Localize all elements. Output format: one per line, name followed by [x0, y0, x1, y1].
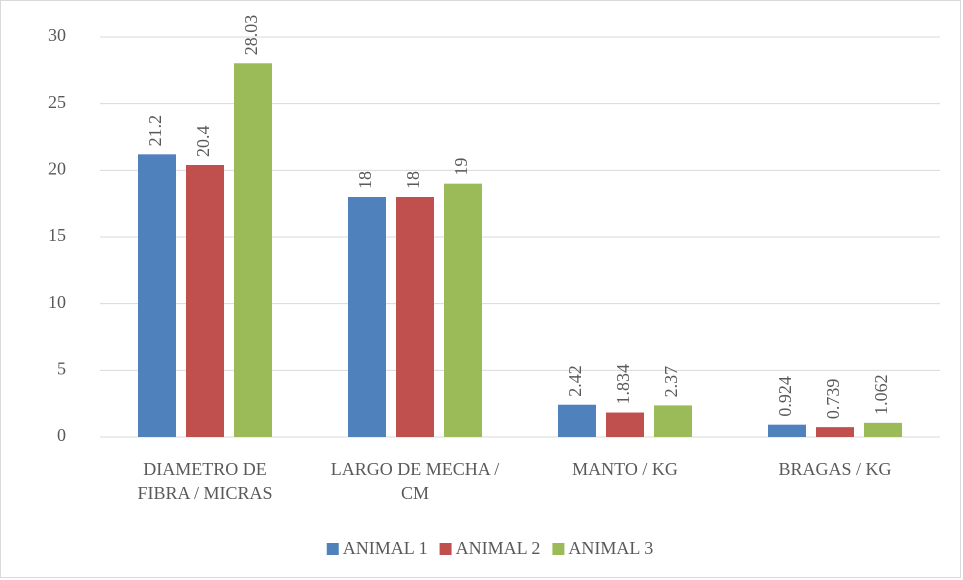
legend-label: ANIMAL 2 — [456, 538, 541, 558]
y-tick-label: 15 — [48, 225, 66, 245]
y-tick-label: 0 — [57, 425, 66, 445]
y-tick-label: 25 — [48, 92, 66, 112]
bar — [444, 183, 482, 437]
data-label: 19 — [451, 158, 471, 176]
data-label: 2.37 — [661, 366, 681, 398]
y-tick-label: 5 — [57, 358, 66, 378]
y-tick-label: 20 — [48, 158, 66, 178]
legend-swatch — [326, 543, 339, 555]
x-tick-label: DIAMETRO DE FIBRA / MICRAS — [137, 459, 273, 503]
data-label: 28.03 — [241, 15, 261, 56]
data-label: 18 — [403, 171, 423, 189]
data-label: 1.062 — [871, 374, 891, 415]
bar — [864, 422, 902, 437]
legend-label: ANIMAL 3 — [568, 538, 653, 558]
bar — [816, 427, 854, 437]
y-tick-label: 30 — [48, 25, 66, 45]
data-label: 18 — [355, 171, 375, 189]
x-tick-label: BRAGAS / KG — [778, 459, 892, 479]
data-label: 21.2 — [145, 115, 165, 147]
bar — [558, 404, 596, 437]
x-tick-label: LARGO DE MECHA / CM — [330, 459, 500, 503]
x-tick-label: MANTO / KG — [572, 459, 678, 479]
legend-swatch — [552, 543, 565, 555]
legend-swatch — [439, 543, 452, 555]
data-label: 0.924 — [775, 376, 795, 417]
y-tick-label: 10 — [48, 292, 66, 312]
bar — [606, 412, 644, 437]
data-label: 20.4 — [193, 126, 213, 158]
bar — [348, 197, 386, 437]
data-label: 1.834 — [613, 364, 633, 405]
data-label: 0.739 — [823, 379, 843, 420]
bar — [768, 424, 806, 437]
legend-label: ANIMAL 1 — [343, 538, 428, 558]
bar — [234, 63, 272, 438]
bar — [396, 197, 434, 437]
data-label: 2.42 — [565, 365, 585, 397]
bar — [654, 405, 692, 437]
bar — [138, 154, 176, 438]
bar — [186, 165, 224, 437]
